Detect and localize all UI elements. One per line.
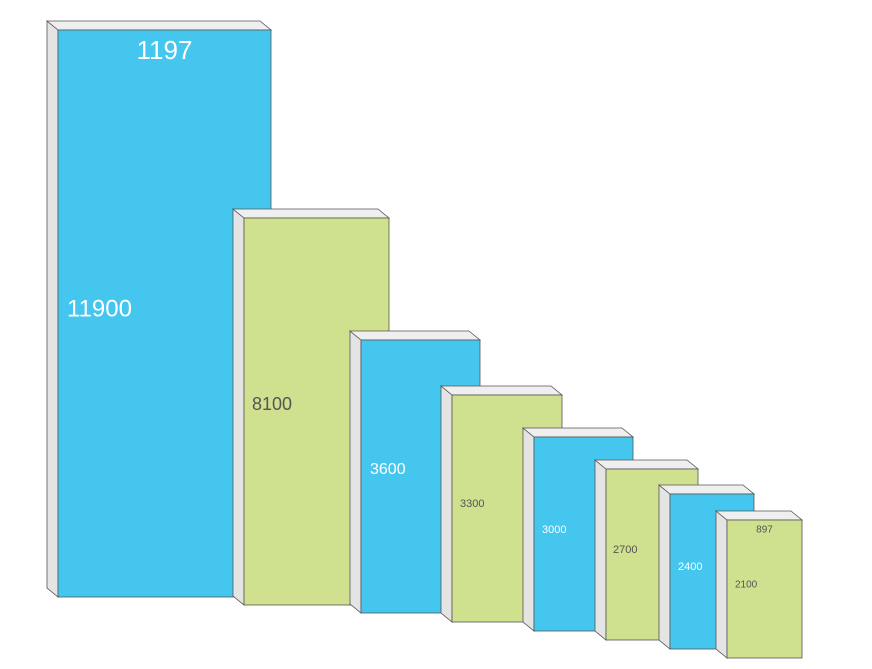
box-top xyxy=(593,459,700,470)
box-side xyxy=(232,208,245,606)
box-value: 2100 xyxy=(735,580,758,591)
box-side xyxy=(594,459,607,641)
box-side xyxy=(658,484,671,650)
box-value: 2700 xyxy=(613,544,637,556)
box-top xyxy=(231,208,391,219)
box-top xyxy=(521,427,635,438)
box-side xyxy=(715,510,728,659)
box-side xyxy=(522,427,535,632)
box-top xyxy=(45,20,273,31)
box-value: 3600 xyxy=(370,461,406,478)
box-top xyxy=(348,330,482,341)
box-side xyxy=(349,330,362,614)
box-side xyxy=(440,385,453,623)
box xyxy=(726,519,803,659)
box-top xyxy=(657,484,756,495)
box-top xyxy=(714,510,804,521)
box-value: 2400 xyxy=(678,561,702,573)
box-value: 3300 xyxy=(460,498,484,510)
box-side xyxy=(46,20,59,598)
box-value: 3000 xyxy=(542,524,566,536)
box-value: 8100 xyxy=(252,394,292,414)
box-top-value: 897 xyxy=(756,525,773,536)
box-top-value: 1197 xyxy=(137,35,193,65)
box-top xyxy=(439,385,564,396)
box-value: 11900 xyxy=(67,295,132,322)
